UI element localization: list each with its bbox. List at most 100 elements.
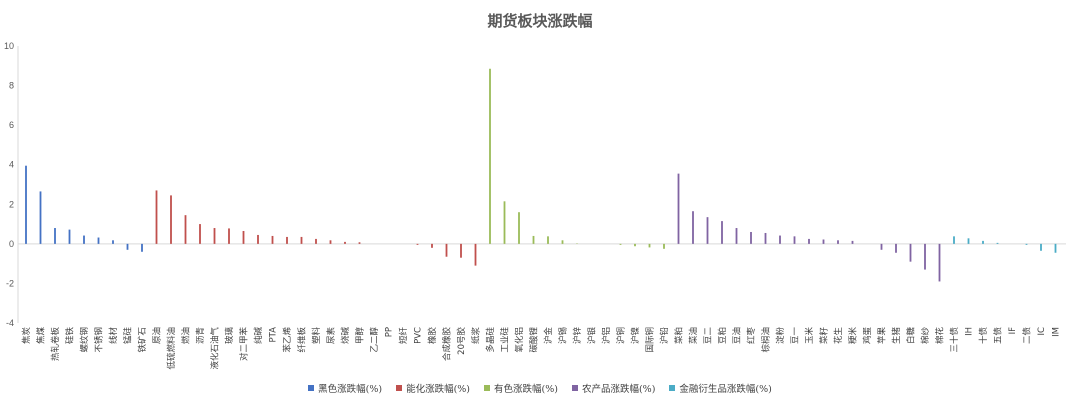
- x-tick-labels: 焦炭 焦煤 热轧卷板 硅铁 螺纹钢 不锈钢 线材 锰硅 铁矿石 原油 低硫燃料油 燃油 沥青 液化石油气玻…: [21, 327, 1062, 370]
- x-tick-label: 短纤: [398, 327, 409, 345]
- x-tick-label: 沪铝: [601, 327, 612, 344]
- bar: [213, 228, 216, 244]
- x-tick-label: 锰硅: [123, 327, 134, 345]
- x-tick-label: 花生: [833, 327, 844, 345]
- x-tick-label: 棉花: [935, 327, 946, 345]
- bar: [909, 243, 912, 262]
- x-tick-label: 沪铅: [659, 327, 670, 345]
- x-tick-label: 沪铜: [616, 327, 627, 344]
- bar: [460, 243, 462, 258]
- bar: [953, 236, 955, 244]
- y-tick-label: 8: [9, 81, 14, 91]
- bar: [779, 235, 781, 244]
- bar: [286, 236, 288, 244]
- bar: [199, 224, 201, 244]
- bar: [503, 201, 506, 244]
- x-tick-label: 不锈钢: [94, 327, 105, 353]
- x-tick-label: 玉米: [804, 327, 815, 345]
- x-tick-label: 工业硅: [500, 327, 511, 353]
- bar: [141, 243, 143, 252]
- bar: [518, 212, 520, 244]
- x-tick-label: 淀粉: [775, 327, 786, 345]
- bar: [938, 243, 941, 282]
- legend-item: 农产品涨跌幅(%): [571, 381, 655, 395]
- bar: [83, 235, 85, 244]
- x-tick-label: 国际铜: [645, 327, 656, 353]
- x-tick-label: 尿素: [326, 327, 337, 345]
- x-tick-label: 沪金: [543, 327, 554, 345]
- x-tick-label: 线材: [108, 327, 119, 345]
- legend-swatch: [396, 385, 403, 391]
- x-tick-label: 甲醇: [355, 327, 366, 345]
- x-tick-label: 沪镍: [630, 327, 641, 345]
- x-tick-label: 铁矿石: [137, 327, 148, 353]
- legend-label: 能化涨跌幅(%): [406, 384, 471, 395]
- bar: [445, 243, 448, 257]
- bar: [271, 235, 274, 244]
- x-tick-label: PTA: [269, 327, 279, 343]
- x-tick-label: 焦炭: [21, 327, 32, 345]
- x-tick-label: 纤维板: [297, 327, 308, 353]
- y-tick-label: 10: [4, 41, 14, 51]
- bar: [474, 243, 477, 266]
- bar: [257, 234, 259, 244]
- bar: [155, 190, 158, 244]
- bar: [619, 243, 622, 245]
- x-tick-label: IC: [1037, 327, 1047, 336]
- bar: [706, 217, 709, 244]
- bar: [692, 211, 694, 244]
- x-tick-label: 苹果: [877, 327, 888, 345]
- legend-item: 黑色涨跌幅(%): [308, 381, 382, 395]
- y-tick-label: 4: [9, 160, 14, 170]
- x-tick-label: 燃油: [181, 327, 192, 344]
- bar: [648, 243, 651, 248]
- x-tick-label: IF: [1008, 327, 1018, 335]
- x-tick-label: 三十债: [949, 327, 960, 353]
- x-tick-label: 对二甲苯: [239, 327, 250, 362]
- x-tick-label: 热轧卷板: [50, 327, 61, 362]
- bar: [735, 228, 738, 244]
- bar: [561, 240, 564, 244]
- x-tick-label: 烧碱: [340, 327, 351, 345]
- legend: 黑色涨跌幅(%) 能化涨跌幅(%) 有色涨跌幅(%) 农产品涨跌幅(%) 金融衍生品涨跌…: [0, 381, 1080, 395]
- bar: [184, 215, 187, 244]
- x-tick-label: 豆一: [791, 327, 801, 345]
- bar: [837, 240, 839, 244]
- bar: [242, 230, 245, 244]
- x-tick-label: 纸浆: [471, 327, 482, 345]
- x-tick-label: 菜籽: [819, 327, 830, 345]
- legend-label: 金融衍生品涨跌幅(%): [679, 384, 772, 395]
- legend-swatch: [308, 385, 315, 391]
- bar: [532, 235, 535, 244]
- x-tick-label: 沥青: [195, 327, 206, 344]
- x-tick-label: 苯乙烯: [282, 327, 293, 353]
- bar: [822, 239, 825, 244]
- bar: [996, 242, 999, 244]
- bar: [677, 173, 680, 244]
- x-tick-label: 棕榈油: [761, 327, 772, 353]
- bars: [25, 68, 1057, 282]
- bar: [97, 237, 100, 244]
- x-tick-label: 螺纹钢: [79, 327, 90, 353]
- legend-swatch: [484, 385, 491, 391]
- x-tick-label: 豆二: [704, 327, 714, 345]
- x-tick-label: 乙二醇: [369, 327, 380, 353]
- bar: [663, 243, 665, 249]
- x-tick-label: PVC: [414, 327, 424, 344]
- bar: [54, 228, 56, 244]
- x-tick-label: 硅铁: [65, 327, 76, 345]
- x-tick-label: 塑料: [311, 327, 322, 345]
- bar: [25, 165, 27, 244]
- bar: [967, 238, 970, 244]
- x-tick-label: PP: [385, 327, 395, 337]
- bar: [358, 242, 361, 244]
- x-tick-label: 20号胶: [456, 327, 467, 355]
- y-tick-label: -2: [6, 278, 14, 288]
- x-tick-label: 沪锌: [572, 327, 583, 345]
- y-tick-label: 2: [9, 199, 14, 209]
- bar: [1054, 243, 1057, 253]
- bar: [808, 238, 810, 244]
- y-tick-label: 0: [9, 239, 14, 249]
- x-tick-label: 豆油: [732, 327, 743, 344]
- bar: [68, 229, 71, 244]
